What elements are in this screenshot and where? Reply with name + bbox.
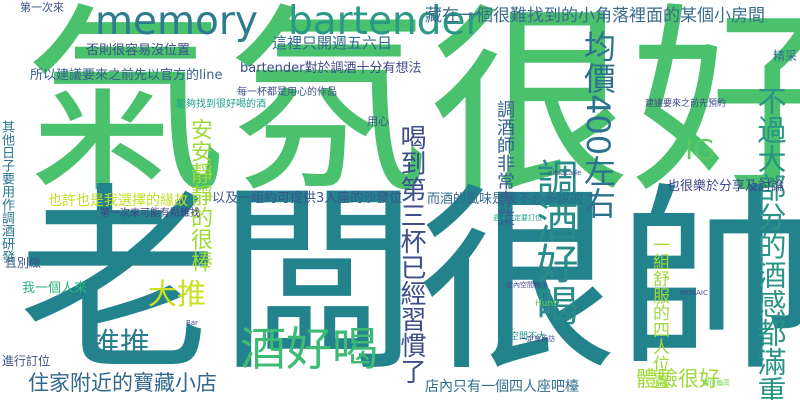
word: 每一杯都是用心的作品 (237, 87, 337, 98)
word: 用心 (367, 115, 389, 128)
word: 建議要來之前先預約 (645, 99, 727, 109)
word: bartender對於調酒十分有想法 (240, 61, 422, 76)
word: 老闆很帥 (18, 166, 800, 399)
word: 不過大部分的酒感都滿重的 (753, 86, 787, 400)
word: 藏在一個很難找到的小角落裡面的某個小房間 (425, 6, 765, 26)
word: 住家附近的寶藏小店 (28, 371, 217, 395)
word: nitsacaile (548, 169, 582, 177)
word: 我一個人來 (22, 281, 88, 296)
word: 精采 (773, 49, 798, 63)
word: 也很樂於分享及討論 (667, 179, 785, 194)
word: 且別緻 (5, 256, 42, 270)
word: 這裡只開週五六日 (272, 34, 393, 52)
word: 大推 (148, 277, 207, 311)
word: MOSAIC (680, 289, 708, 297)
word: 店內空間較小 (506, 281, 548, 289)
word: 其他日子要用作調酒研發 (0, 120, 14, 263)
word: Hunt (535, 299, 557, 309)
word: 調酒師非常專業 (494, 100, 515, 226)
word: IG (685, 133, 715, 166)
word: 否則很容易沒位置 (86, 43, 191, 58)
word: 而酒的風味是最不必多說的 (427, 192, 584, 207)
word: 體驗很好 (636, 367, 720, 391)
word: Bar (186, 319, 198, 327)
word: 第一次來可能有點難找 (100, 208, 200, 219)
word: 安安靜靜的很棒 (187, 118, 212, 272)
word: 空間不大 (510, 332, 547, 342)
word: 喝到第三杯已經習慣了 (396, 124, 426, 384)
word: 氣氛很好 (25, 0, 800, 221)
word: 所以建議要來之前先以官方的line (30, 68, 223, 83)
word: 一組舒服的四人位置 (649, 236, 669, 389)
word: 價位偏高 (702, 379, 730, 387)
word: 進行訂位 (2, 354, 51, 368)
word: 第一次來 (20, 1, 64, 14)
word: 一定會再訪 (520, 335, 555, 343)
word: 也許也是我選擇的緣故 (48, 193, 188, 209)
word: 週末一定要訂位 (493, 214, 542, 222)
word: 推推 (90, 327, 150, 362)
word: bartender (288, 0, 482, 44)
word: 均價400左右 (579, 30, 617, 220)
word: 店內只有一個四人座吧檯 (425, 379, 579, 395)
word: 能夠找到很好喝的酒 (176, 99, 266, 110)
word: 酒好喝 (240, 322, 378, 376)
word: 調酒好喝 (530, 158, 579, 326)
word: memory (95, 0, 258, 44)
word: 以及一組約可提供3人座的沙發位 (212, 191, 403, 206)
